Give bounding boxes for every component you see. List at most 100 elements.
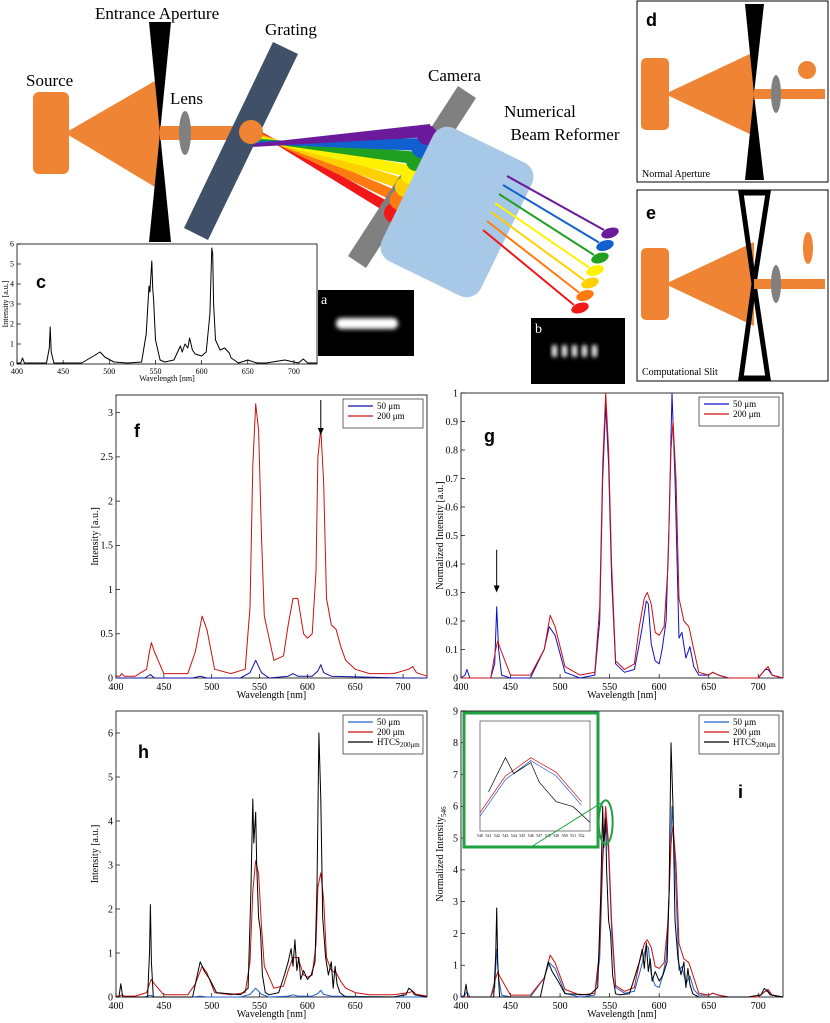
y-tick-label: 0	[10, 360, 14, 369]
y-tick-label: 3	[10, 300, 14, 309]
x-tick-label: 600	[300, 1001, 315, 1012]
inset-series-line	[479, 757, 582, 813]
y-tick-label: 3	[108, 408, 113, 419]
y-tick-label: 3	[108, 860, 113, 871]
x-tick-label: 450	[503, 682, 518, 693]
reformed-spot	[562, 345, 567, 357]
y-tick-label: 0.4	[446, 559, 459, 570]
x-tick-label: 400	[454, 1001, 469, 1012]
inset-frame	[479, 720, 591, 832]
source-light-cone	[65, 78, 160, 190]
x-tick-label: 400	[109, 1001, 124, 1012]
x-tick-label: 700	[751, 682, 766, 693]
y-tick-label: 4	[453, 865, 458, 876]
x-tick-label: 450	[156, 682, 171, 693]
output-spot	[581, 277, 599, 289]
series-line	[461, 392, 784, 679]
series-line	[461, 742, 784, 998]
inset-connector	[530, 799, 606, 848]
y-tick-label: 0	[108, 992, 113, 1003]
inset-x-tick-label: 552	[579, 833, 585, 838]
source-label: Source	[26, 71, 73, 90]
x-tick-label: 700	[751, 1001, 766, 1012]
output-spot	[586, 264, 604, 277]
y-tick-label: 5	[453, 833, 458, 844]
y-axis-label: Intensity [a.u.]	[90, 825, 101, 884]
numerical-beam-reformer	[380, 126, 534, 298]
reformer-label-line1: Numerical	[504, 102, 576, 121]
x-tick-label: 400	[11, 367, 23, 376]
chart-g: 400 450 500 550 600 650 700 0 0.1 0.2 0.3 0.4 0.5 0.6…	[435, 388, 784, 701]
chart-h: 400 450 500 550 600 650 700 0 1 2 3 4 5 6 Wavelength […	[90, 710, 428, 1020]
series-line	[460, 805, 784, 998]
x-tick-label: 400	[109, 682, 124, 693]
inset-x-tick-label: 543	[502, 833, 508, 838]
x-tick-label: 600	[652, 1001, 667, 1012]
output-line	[502, 184, 600, 244]
x-tick-label: 500	[204, 682, 219, 693]
y-axis-label-subscript: 546	[440, 806, 448, 817]
x-axis-label: Wavelength [nm]	[139, 374, 195, 383]
y-tick-label: 7	[453, 770, 458, 781]
y-tick-label: 2	[108, 904, 113, 915]
y-tick-label: 1	[453, 961, 458, 972]
chart-f: 400 450 500 550 600 650 700 0 0.5 1 1.5 2 2.5 3 Wavele…	[90, 394, 428, 701]
inset-x-tick-label: 541	[485, 833, 491, 838]
legend-box	[698, 396, 780, 427]
entrance-aperture	[149, 133, 171, 242]
x-tick-label: 450	[57, 367, 69, 376]
x-tick-label: 550	[602, 682, 617, 693]
x-tick-label: 400	[454, 682, 469, 693]
plot-frame	[115, 710, 428, 998]
grating	[184, 42, 298, 240]
inset-x-tick-label: 546	[528, 833, 534, 838]
y-tick-label: 0.9	[446, 417, 459, 428]
inset-e-caption: Computational Slit	[642, 367, 718, 378]
inset-d-caption: Normal Aperture	[642, 169, 711, 180]
inset-x-tick-label: 544	[511, 833, 517, 838]
inset-x-tick-label: 545	[519, 833, 525, 838]
output-line	[486, 220, 580, 294]
x-axis-label: Wavelength [nm]	[587, 690, 656, 701]
panel-letter-i: i	[738, 782, 743, 802]
y-tick-label: 2	[453, 929, 458, 940]
legend-label: 50 μm	[733, 399, 756, 409]
source-lamp	[33, 92, 69, 174]
panel-letter-a: a	[321, 293, 328, 308]
y-tick-label: 0	[453, 992, 458, 1003]
y-tick-label: 1	[453, 388, 458, 399]
panel-letter-d: d	[646, 10, 657, 30]
y-tick-label: 8	[453, 738, 458, 749]
x-tick-label: 700	[288, 367, 300, 376]
entrance-aperture	[149, 22, 171, 133]
y-tick-label: 0.5	[446, 531, 459, 542]
arrow-head	[317, 428, 324, 435]
y-tick-label: 1	[10, 340, 14, 349]
x-axis-label: Wavelength [nm]	[237, 1009, 306, 1020]
chart-i: 400 450 500 550 600 650 700 0 1 2 3 4 5 6 7 8 9 Wavelengt…	[435, 706, 784, 1020]
legend-box	[342, 398, 424, 429]
output-spot	[601, 227, 619, 239]
output-line	[498, 193, 595, 256]
x-tick-label: 650	[348, 682, 363, 693]
y-tick-label: 3	[453, 897, 458, 908]
output-line	[506, 175, 605, 231]
reformed-output-lines	[482, 175, 605, 306]
panel-letter-g: g	[484, 426, 495, 446]
grating-spot	[239, 120, 263, 144]
y-tick-label: 4	[10, 280, 14, 289]
camera-label: Camera	[428, 66, 481, 85]
chart-c: 400 450 500 550 600 650 700 0 1 2 3 4 5 6 Wavelength […	[1, 240, 318, 383]
reformed-spot	[572, 345, 577, 357]
reformed-image-b	[531, 318, 625, 384]
x-tick-label: 450	[156, 1001, 171, 1012]
legend-label-subscript: 200μm	[756, 741, 776, 749]
y-tick-label: 0.6	[446, 502, 459, 513]
inset-series-line	[488, 756, 591, 823]
inset-x-tick-label: 550	[562, 833, 568, 838]
y-tick-label: 6	[10, 240, 14, 249]
y-tick-label: 0.5	[101, 629, 114, 640]
y-tick-label: 0.3	[446, 588, 459, 599]
spectrometer-schematic: Source Entrance Aperture Lens Grating Ca…	[1, 0, 829, 384]
y-axis-label: Normalized Intensity546	[435, 806, 448, 902]
